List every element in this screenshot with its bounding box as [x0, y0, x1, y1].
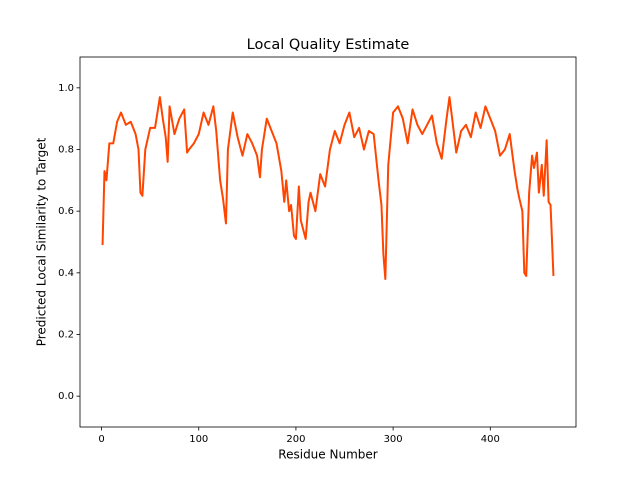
x-tick-label: 0	[98, 434, 104, 445]
y-tick-label: 0.4	[58, 268, 74, 279]
x-tick-label: 100	[189, 434, 208, 445]
x-tick-label: 300	[384, 434, 403, 445]
y-tick-label: 0.2	[58, 330, 74, 341]
data-line	[101, 96, 555, 280]
y-tick-label: 0.8	[58, 145, 74, 156]
chart-title: Local Quality Estimate	[247, 37, 410, 53]
plot-frame	[79, 56, 577, 428]
y-tick-label: 1.0	[58, 83, 74, 94]
x-tick-label: 200	[286, 434, 305, 445]
x-tick-label: 400	[481, 434, 500, 445]
y-axis-label: Predicted Local Similarity to Target	[35, 137, 49, 346]
y-tick-label: 0.0	[58, 391, 74, 402]
x-axis-label: Residue Number	[278, 448, 377, 462]
y-tick-label: 0.6	[58, 206, 74, 217]
